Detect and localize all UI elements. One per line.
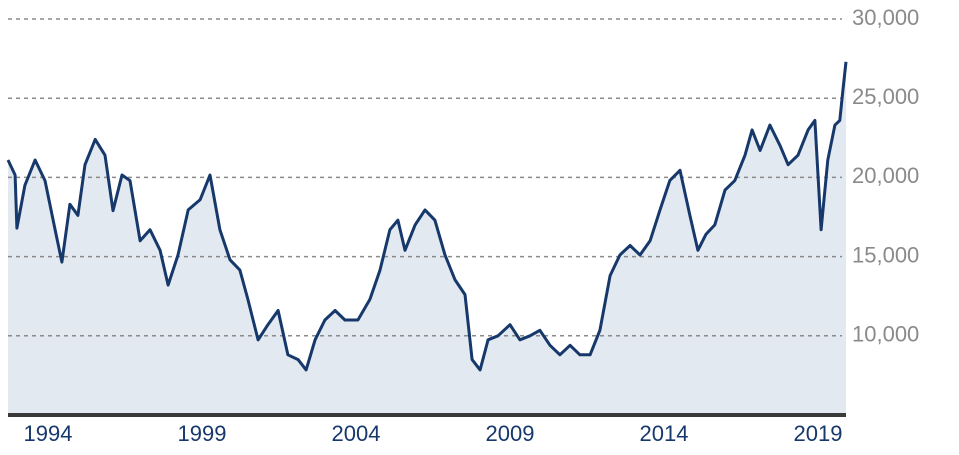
x-tick-label: 2004 xyxy=(332,421,381,446)
area-fill xyxy=(8,61,846,416)
x-tick-label: 1994 xyxy=(24,421,73,446)
x-tick-label: 2019 xyxy=(793,421,842,446)
y-tick-label: 15,000 xyxy=(852,242,919,267)
price-line xyxy=(6,61,848,372)
y-tick-label: 20,000 xyxy=(852,163,919,188)
y-tick-label: 10,000 xyxy=(852,322,919,347)
x-tick-label: 1999 xyxy=(178,421,227,446)
y-tick-label: 25,000 xyxy=(852,84,919,109)
y-tick-label: 30,000 xyxy=(852,5,919,30)
x-tick-label: 2009 xyxy=(486,421,535,446)
x-tick-label: 2014 xyxy=(640,421,689,446)
